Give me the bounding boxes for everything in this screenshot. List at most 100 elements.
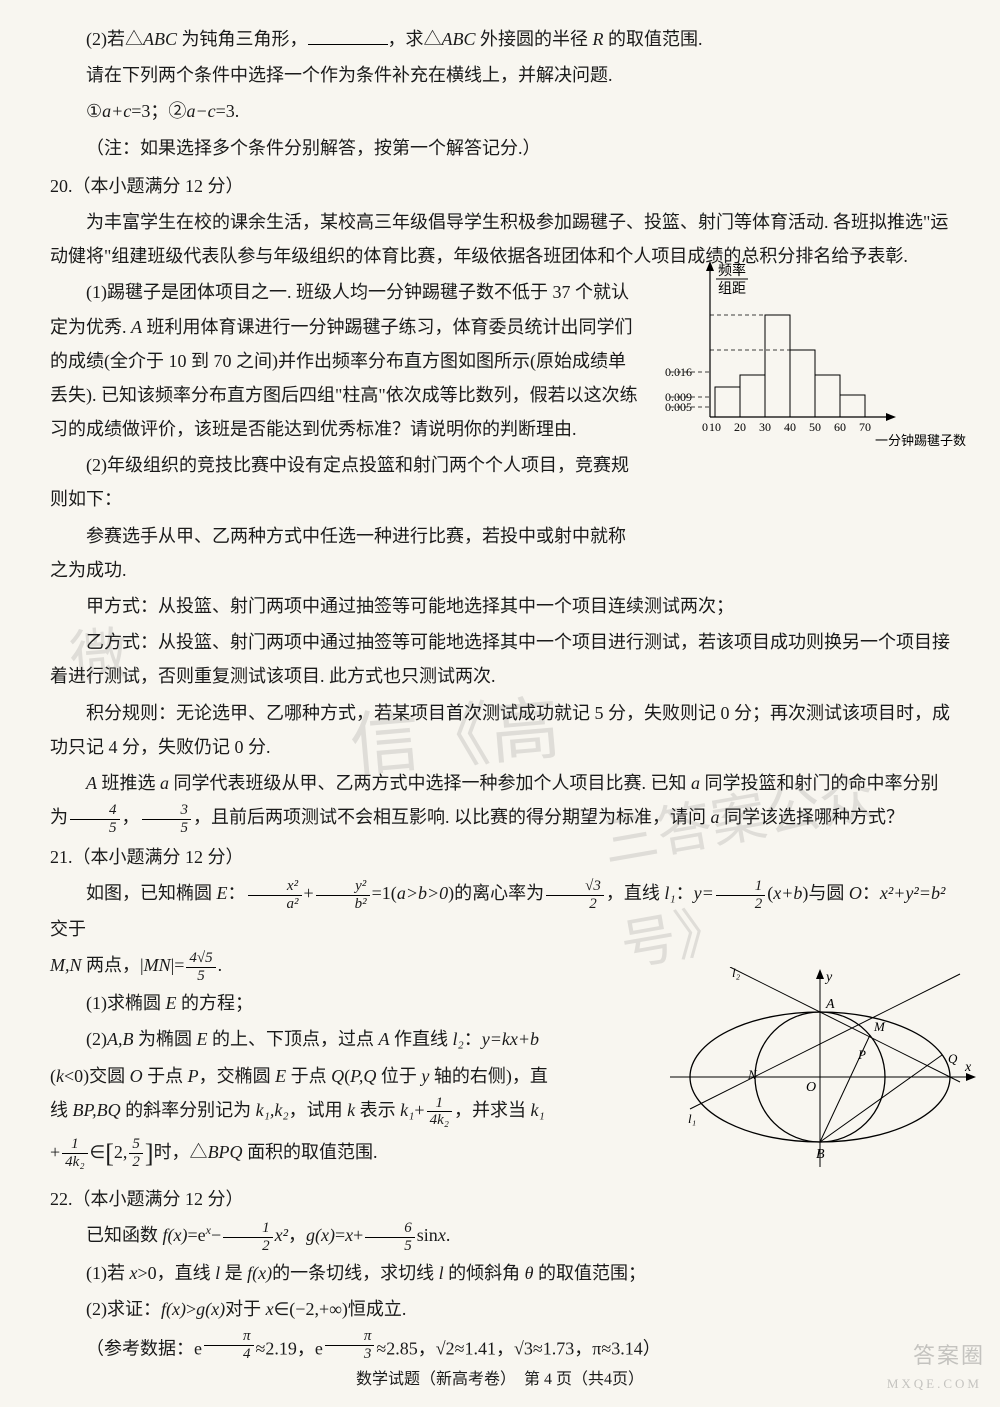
fraction: 35 xyxy=(142,802,192,836)
fraction: √32 xyxy=(546,878,604,912)
text: k₁ xyxy=(530,1100,544,1120)
fraction: 4√55 xyxy=(186,950,215,984)
text: + xyxy=(50,1141,60,1161)
svg-text:A: A xyxy=(825,997,835,1012)
text: 表示 xyxy=(355,1100,400,1120)
text: x xyxy=(345,1225,353,1245)
text: 的上、下顶点，过点 xyxy=(208,1029,379,1049)
text: = xyxy=(335,1225,345,1245)
text: x xyxy=(438,1225,446,1245)
text: 的倾斜角 xyxy=(444,1263,525,1283)
fraction: 14k₂ xyxy=(62,1136,87,1170)
text: sin xyxy=(417,1225,438,1245)
text: M,N xyxy=(50,955,82,975)
text: BPQ xyxy=(208,1141,243,1161)
text: =e xyxy=(187,1225,205,1245)
text: g(x) xyxy=(306,1225,335,1245)
svg-text:P: P xyxy=(857,1047,866,1062)
text: 对于 xyxy=(225,1299,266,1319)
text: f(x) xyxy=(247,1263,272,1283)
q21-p1: 如图，已知椭圆 E：x²a²+y²b²=1(a>b>0)的离心率为√32，直线 … xyxy=(50,876,950,946)
text: g(x) xyxy=(196,1299,225,1319)
text: 作直线 xyxy=(390,1029,453,1049)
text: x² xyxy=(275,1225,288,1245)
text: )与圆 xyxy=(802,883,849,903)
text: E xyxy=(275,1066,286,1086)
text: 两点，| xyxy=(82,955,144,975)
svg-text:0: 0 xyxy=(702,420,708,434)
text: O xyxy=(849,883,862,903)
text: ① xyxy=(86,101,102,121)
text: 面积的取值范围. xyxy=(243,1141,378,1161)
q19-line4: （注：如果选择多个条件分别解答，按第一个解答记分.） xyxy=(50,131,950,165)
text: ABC xyxy=(442,29,476,49)
text: 的一条切线，求切线 xyxy=(272,1263,439,1283)
q20-wrap: (1)踢毽子是团体项目之一. 班级人均一分钟踢毽子数不低于 37 个就认定为优秀… xyxy=(50,275,640,587)
text: 2, xyxy=(114,1141,128,1161)
text: f(x) xyxy=(161,1299,186,1319)
text: P,Q xyxy=(350,1066,376,1086)
text: 于点 xyxy=(286,1066,331,1086)
text: x²+y²=b² xyxy=(880,883,945,903)
text: 的斜率分别记为 xyxy=(121,1100,256,1120)
text: 时，△ xyxy=(154,1141,208,1161)
text: 已知函数 xyxy=(86,1225,163,1245)
ellipse-diagram: yxOABMNPQl₁l₂ xyxy=(660,967,980,1187)
text: 位于 xyxy=(376,1066,421,1086)
text: ，试用 xyxy=(289,1100,348,1120)
text: + xyxy=(304,883,314,903)
text: ABC xyxy=(143,29,177,49)
text: =1( xyxy=(372,883,397,903)
text: x xyxy=(130,1263,138,1283)
fraction: 65 xyxy=(365,1220,415,1254)
q22-p3: (2)求证：f(x)>g(x)对于 x∈(−2,+∞)恒成立. xyxy=(50,1292,950,1326)
q21-wrap: (1)求椭圆 E 的方程； (2)A,B 为椭圆 E 的上、下顶点，过点 A 作… xyxy=(50,986,670,1128)
svg-text:l₁: l₁ xyxy=(688,1111,696,1126)
text: (2)求证： xyxy=(86,1299,161,1319)
svg-text:20: 20 xyxy=(734,420,746,434)
text: =3. xyxy=(216,101,240,121)
text: 轴的右侧)，直 xyxy=(429,1066,548,1086)
text: ， xyxy=(122,807,140,827)
svg-text:l₂: l₂ xyxy=(732,967,741,980)
text: 为钝角三角形， xyxy=(177,29,308,49)
text: (2) xyxy=(86,1029,107,1049)
fraction: 12 xyxy=(716,878,766,912)
text: =3；② xyxy=(131,101,186,121)
svg-text:O: O xyxy=(806,1080,816,1095)
q21-p3: (1)求椭圆 E 的方程； xyxy=(50,986,670,1020)
text: . xyxy=(218,955,223,975)
svg-text:10: 10 xyxy=(709,420,721,434)
text: a xyxy=(711,807,720,827)
text: )的离心率为 xyxy=(448,883,544,903)
text: BP,BQ xyxy=(73,1100,121,1120)
q20-p5: 甲方式：从投篮、射门两项中通过抽签等可能地选择其中一个项目连续测试两次； xyxy=(50,589,950,623)
text: 线 xyxy=(50,1100,73,1120)
text: 如图，已知椭圆 xyxy=(86,883,217,903)
text: 同学该选择哪种方式？ xyxy=(720,807,905,827)
q19-line1: (2)若△ABC 为钝角三角形，，求△ABC 外接圆的半径 R 的取值范围. xyxy=(50,22,950,56)
text: ， xyxy=(288,1225,306,1245)
text: 交于 xyxy=(50,919,86,939)
text: − xyxy=(211,1225,221,1245)
text: A xyxy=(86,773,97,793)
text: x+b xyxy=(773,883,802,903)
page-footer: 数学试题（新高考卷） 第 4 页（共4页） xyxy=(0,1365,1000,1395)
text: A xyxy=(379,1029,390,1049)
text: + xyxy=(353,1225,363,1245)
text: l₁ xyxy=(664,883,675,903)
text: E xyxy=(197,1029,208,1049)
text: ： xyxy=(862,883,880,903)
text: A,B xyxy=(107,1029,134,1049)
text: ，直线 xyxy=(606,883,665,903)
text: |= xyxy=(171,955,185,975)
fraction: x²a² xyxy=(248,878,302,912)
svg-text:60: 60 xyxy=(834,420,846,434)
svg-text:x: x xyxy=(964,1060,972,1075)
text: P xyxy=(188,1066,199,1086)
fraction: y²b² xyxy=(316,878,370,912)
q21-p5: (k<0)交圆 O 于点 P，交椭圆 E 于点 Q(P,Q 位于 y 轴的右侧)… xyxy=(50,1059,670,1093)
text: x xyxy=(266,1299,274,1319)
text: （参考数据：e xyxy=(86,1339,202,1359)
text: > xyxy=(186,1299,196,1319)
